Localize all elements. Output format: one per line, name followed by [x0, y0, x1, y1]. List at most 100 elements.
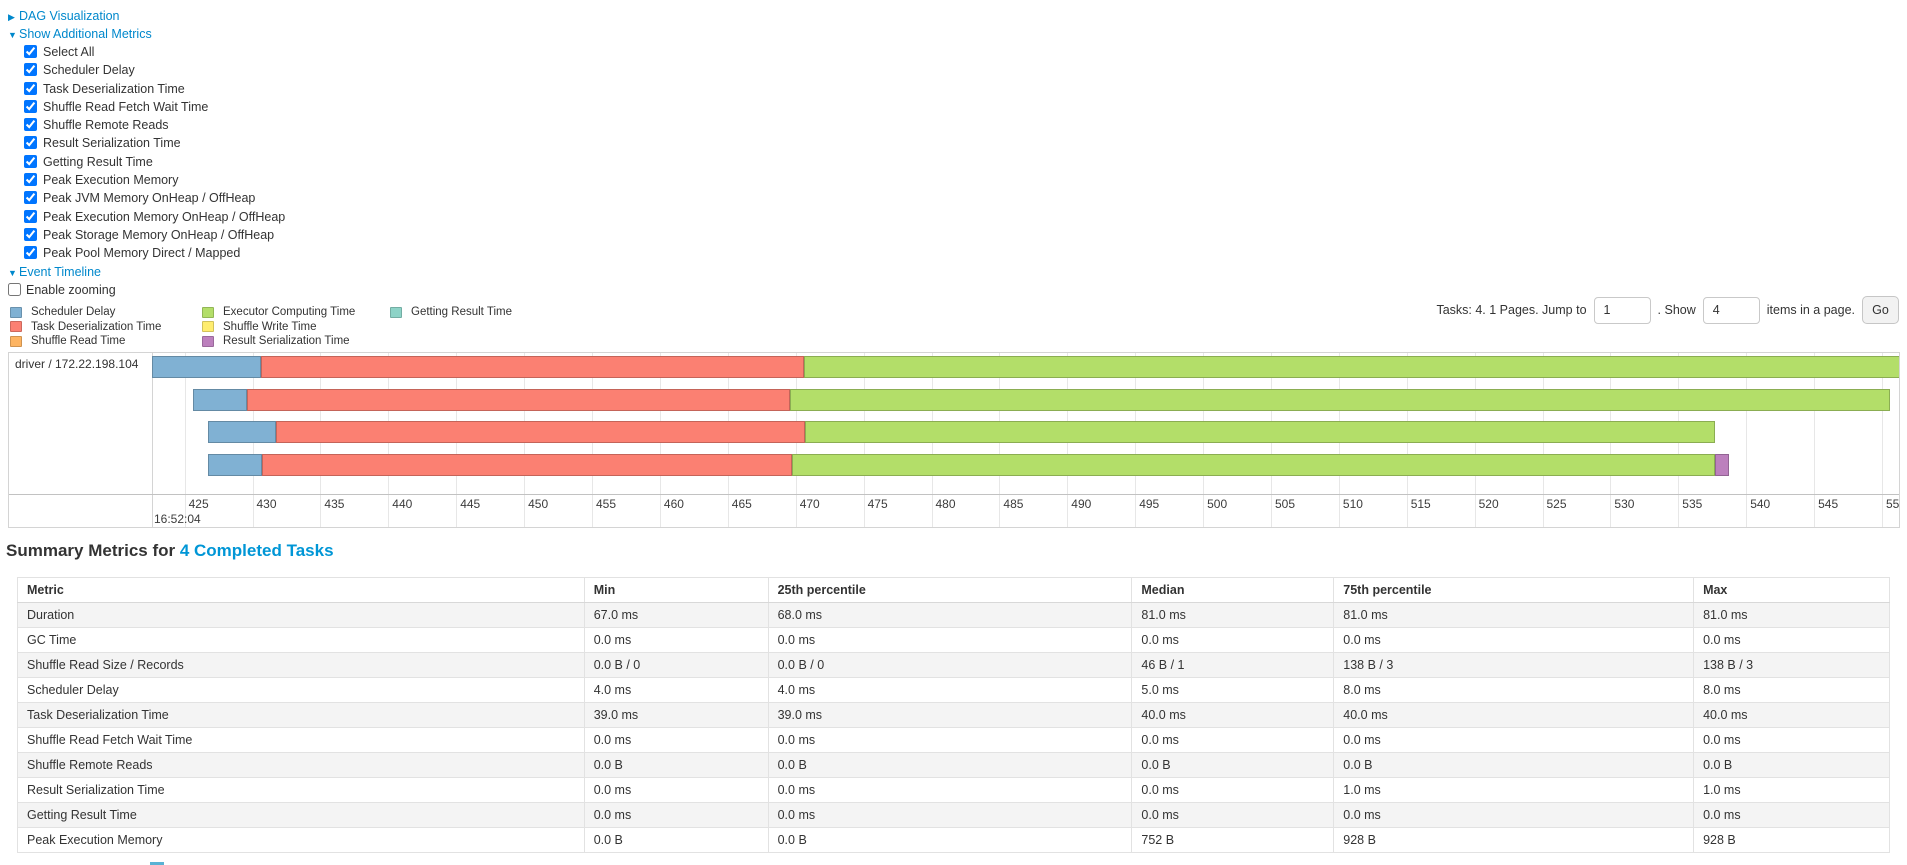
metric-checkbox[interactable] [24, 154, 37, 168]
metric-value-cell: 5.0 ms [1131, 677, 1335, 703]
task-segment-task-deserialization[interactable] [247, 388, 791, 411]
metric-value-cell: 928 B [1333, 827, 1695, 853]
axis-tick-label: 455 [596, 497, 617, 511]
axis-tick-label: 495 [1139, 497, 1160, 511]
task-segment-scheduler-delay[interactable] [192, 388, 247, 411]
task-segment-task-deserialization[interactable] [260, 356, 804, 378]
task-segment-scheduler-delay[interactable] [207, 453, 262, 476]
metric-value-cell: 928 B [1693, 827, 1890, 853]
metric-checkbox[interactable] [24, 136, 37, 150]
metric-name-cell: Shuffle Read Fetch Wait Time [17, 727, 585, 753]
metric-value-cell: 1.0 ms [1333, 777, 1695, 803]
metric-checkbox[interactable] [24, 63, 37, 77]
task-segment-scheduler-delay[interactable] [207, 421, 276, 443]
jump-to-page-input[interactable] [1593, 296, 1651, 324]
metric-checkbox-label: Scheduler Delay [43, 63, 135, 78]
metric-value-cell: 0.0 ms [1333, 727, 1695, 753]
table-header-row: Metric Min 25th percentile Median 75th perce… [17, 577, 1890, 603]
metric-checkbox[interactable] [24, 81, 37, 95]
metric-checkbox[interactable] [24, 191, 37, 205]
metric-value-cell: 0.0 B [767, 752, 1133, 778]
task-segment-result-serialization[interactable] [1715, 453, 1729, 476]
timeline-executor-label: driver / 172.22.198.104 [15, 357, 139, 371]
task-segment-executor-computing[interactable] [791, 453, 1715, 476]
metric-value-cell: 0.0 ms [767, 627, 1133, 653]
axis-tick-label: 550 [1886, 497, 1900, 511]
show-additional-metrics-toggle[interactable]: ▼ Show Additional Metrics [8, 25, 285, 43]
metric-checkbox[interactable] [24, 45, 37, 58]
table-row: Getting Result Time 0.0 ms 0.0 ms 0.0 ms 0.0… [17, 802, 1890, 828]
gridline [184, 353, 186, 527]
metric-value-cell: 1.0 ms [1693, 777, 1890, 803]
legend-label: Shuffle Read Time [31, 335, 126, 348]
metric-value-cell: 138 B / 3 [1333, 652, 1695, 678]
enable-zooming-row: Enable zooming [8, 281, 285, 299]
metric-checkbox-row: Result Serialization Time [8, 134, 285, 152]
task-segment-task-deserialization[interactable] [262, 453, 792, 476]
axis-tick-label: 460 [663, 497, 684, 511]
column-header: Median [1131, 577, 1335, 603]
metric-value-cell: 81.0 ms [1333, 602, 1695, 628]
axis-tick-label: 425 [188, 497, 209, 511]
items-per-page-input[interactable] [1702, 296, 1760, 324]
metric-checkbox[interactable] [24, 209, 37, 223]
metric-value-cell: 0.0 ms [1131, 727, 1335, 753]
dag-visualization-toggle[interactable]: ▶ DAG Visualization [8, 7, 285, 25]
metric-checkbox[interactable] [24, 99, 37, 113]
tasks-count-text: Tasks: 4. 1 Pages. Jump to [1436, 303, 1587, 317]
event-timeline-toggle[interactable]: ▼ Event Timeline [8, 263, 285, 281]
table-row: Shuffle Remote Reads 0.0 B 0.0 B 0.0 B 0.0 B… [17, 752, 1890, 778]
dag-visualization-link[interactable]: DAG Visualization [19, 9, 120, 23]
metric-value-cell: 39.0 ms [767, 702, 1133, 728]
chevron-down-icon: ▼ [8, 30, 17, 40]
metric-value-cell: 0.0 ms [1333, 802, 1695, 828]
summary-heading-text: Summary Metrics for [6, 541, 180, 560]
axis-tick-label: 500 [1207, 497, 1228, 511]
metric-value-cell: 0.0 ms [1333, 627, 1695, 653]
legend-item: Getting Result Time [390, 305, 512, 320]
metric-value-cell: 0.0 ms [1131, 627, 1335, 653]
gridline [1882, 353, 1883, 527]
metric-name-cell: Shuffle Remote Reads [17, 752, 585, 778]
enable-zooming-checkbox[interactable] [8, 282, 21, 296]
legend-label: Shuffle Write Time [223, 320, 317, 333]
metric-checkbox[interactable] [24, 227, 37, 241]
metric-value-cell: 0.0 B / 0 [767, 652, 1133, 678]
metric-value-cell: 0.0 ms [767, 777, 1133, 803]
task-segment-executor-computing[interactable] [803, 356, 1899, 378]
task-segment-task-deserialization[interactable] [275, 421, 806, 443]
gridline [1814, 353, 1816, 527]
metric-value-cell: 46 B / 1 [1131, 652, 1335, 678]
metric-value-cell: 0.0 B [1333, 752, 1695, 778]
completed-tasks-link[interactable]: 4 Completed Tasks [179, 541, 334, 560]
metric-checkbox[interactable] [24, 118, 37, 132]
legend-swatch-task-deserialization [10, 321, 22, 333]
legend-swatch-shuffle-read [10, 335, 22, 347]
task-segment-scheduler-delay[interactable] [152, 356, 261, 378]
metric-checkbox-row: Getting Result Time [8, 153, 285, 171]
clipped-link-fragment [150, 862, 164, 865]
event-timeline-link[interactable]: Event Timeline [19, 264, 101, 279]
axis-tick-label: 530 [1614, 497, 1635, 511]
metric-value-cell: 39.0 ms [583, 702, 769, 728]
metric-checkbox[interactable] [24, 173, 37, 187]
metric-value-cell: 0.0 ms [1693, 627, 1890, 653]
table-row: Peak Execution Memory 0.0 B 0.0 B 752 B 928 … [17, 827, 1890, 853]
metric-checkbox-label: Peak Execution Memory OnHeap / OffHeap [43, 209, 286, 224]
go-button[interactable]: Go [1862, 296, 1899, 324]
metric-name-cell: Peak Execution Memory [17, 827, 585, 853]
metric-checkbox-row: Peak JVM Memory OnHeap / OffHeap [8, 189, 285, 207]
metric-value-cell: 81.0 ms [1131, 602, 1335, 628]
legend-swatch-getting-result [390, 306, 402, 318]
legend-label: Getting Result Time [411, 306, 512, 319]
metric-checkbox[interactable] [24, 246, 37, 260]
task-segment-executor-computing[interactable] [790, 388, 1891, 411]
metric-value-cell: 0.0 B [1131, 752, 1335, 778]
show-additional-metrics-link[interactable]: Show Additional Metrics [19, 27, 152, 41]
enable-zooming-label: Enable zooming [26, 282, 116, 297]
task-segment-executor-computing[interactable] [805, 421, 1715, 443]
metric-value-cell: 0.0 ms [1131, 802, 1335, 828]
metric-checkbox-label: Task Deserialization Time [43, 81, 185, 96]
metric-checkbox-row: Peak Execution Memory OnHeap / OffHeap [8, 208, 285, 226]
event-timeline-chart[interactable]: driver / 172.22.198.104 425 430 435 440 445 4… [8, 352, 1900, 528]
